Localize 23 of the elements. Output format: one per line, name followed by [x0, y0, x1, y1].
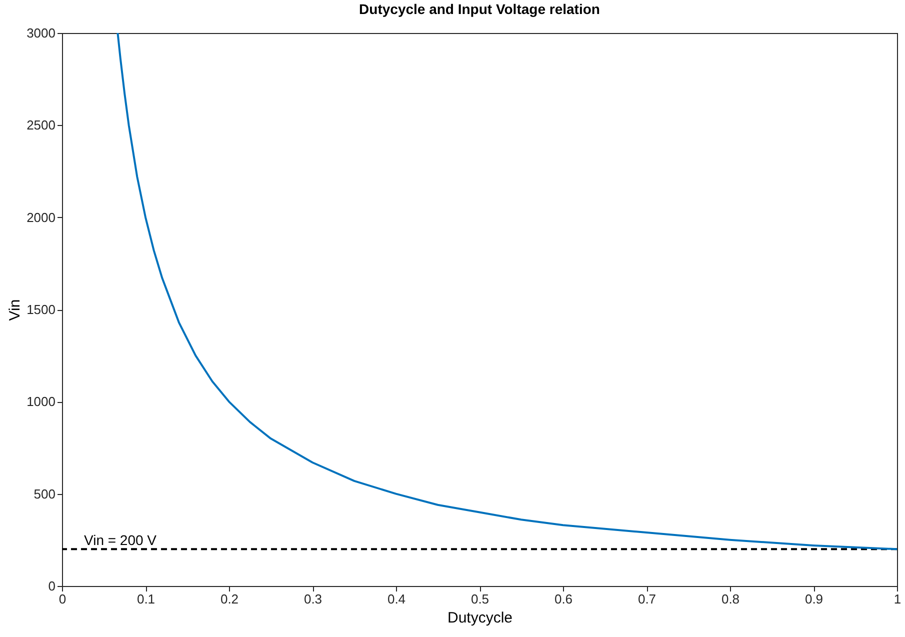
x-axis-title: Dutycycle — [447, 610, 513, 626]
ref-line-label: Vin = 200 V — [84, 532, 158, 548]
x-tick-label: 0.5 — [470, 592, 490, 606]
x-tick-label: 0.9 — [804, 592, 824, 606]
x-tick-label: 0.4 — [387, 592, 406, 606]
y-tick-label: 3000 — [26, 26, 56, 40]
y-tick-label: 1000 — [26, 394, 56, 410]
x-tick-label: 0 — [58, 592, 66, 606]
y-tick-label: 2000 — [26, 210, 56, 225]
x-tick-label: 0.2 — [220, 592, 239, 606]
y-tick-label: 0 — [48, 578, 56, 594]
chart-title: Dutycycle and Input Voltage relation — [359, 1, 600, 17]
line-series — [116, 33, 897, 550]
x-tick-label: 0.1 — [136, 592, 156, 606]
y-tick-label: 1500 — [26, 302, 56, 317]
y-tick-label: 2500 — [26, 118, 56, 133]
x-tick-label: 0.3 — [304, 592, 322, 606]
x-tick-label: 0.8 — [721, 592, 740, 606]
x-tick-label: 1 — [894, 592, 902, 606]
y-axis-title: Vin — [6, 299, 24, 321]
x-tick-label: 0.6 — [554, 592, 573, 606]
y-tick-label: 500 — [34, 486, 56, 502]
x-tick-label: 0.7 — [638, 592, 656, 606]
